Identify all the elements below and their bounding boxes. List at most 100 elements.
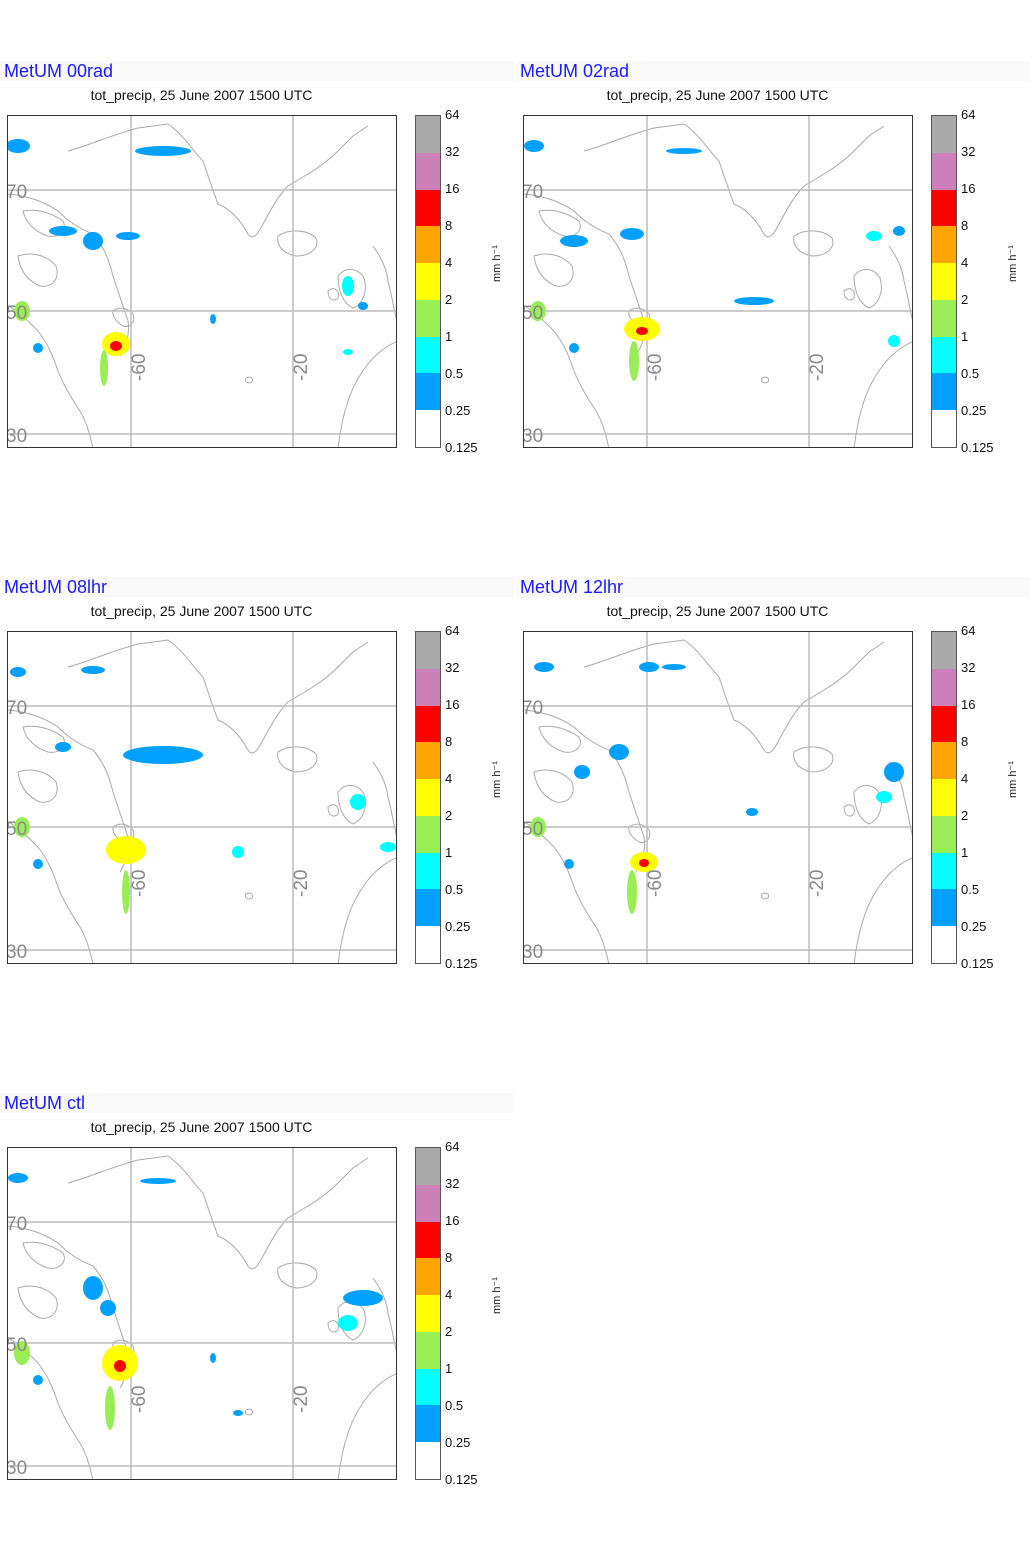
precip-field <box>530 662 904 914</box>
colorbar-segment <box>416 1442 440 1480</box>
europe-coastline <box>372 1277 396 1353</box>
precip-blob <box>8 139 30 153</box>
precip-blob <box>888 335 900 347</box>
colorbar-label: 16 <box>445 181 460 196</box>
panel-header: MetUM 08lhr <box>0 577 514 597</box>
precip-map: 70 50 30 -60 -20 <box>7 1147 397 1480</box>
precip-blob <box>116 232 140 240</box>
lat-label-70: 70 <box>8 182 27 203</box>
precip-blob <box>10 667 26 677</box>
precip-blob <box>524 140 544 152</box>
panel-subtitle: tot_precip, 25 June 2007 1500 UTC <box>90 87 313 103</box>
lat-label-50: 50 <box>524 303 543 324</box>
map-svg: 70 50 30 -60 -20 <box>8 116 396 447</box>
british-isles-coastline <box>327 785 366 825</box>
colorbar-label: 0.25 <box>961 403 987 418</box>
precip-blob <box>233 1410 243 1416</box>
colorbar-segment <box>932 632 956 669</box>
hudson-coastline <box>17 253 58 287</box>
iberia-africa-coastline <box>853 341 912 447</box>
lon-label-minus20: -20 <box>807 870 828 897</box>
greenland-coastline <box>67 123 369 238</box>
precip-blob <box>114 1360 126 1372</box>
north-america-coastline <box>524 305 610 447</box>
colorbar-label: 0.125 <box>961 956 994 971</box>
precip-blob <box>734 297 774 305</box>
precip-blob <box>14 301 30 321</box>
precip-field <box>8 139 368 386</box>
baffin-coastline <box>538 209 581 237</box>
colorbar-segment <box>416 410 440 448</box>
colorbar-label: 8 <box>445 734 453 749</box>
lat-label-50: 50 <box>8 303 27 324</box>
azores-coastline <box>245 892 253 900</box>
precip-blob <box>666 148 702 154</box>
precip-blob <box>358 302 368 310</box>
colorbar-segment <box>932 668 956 706</box>
colorbar-label: 0.25 <box>445 403 471 418</box>
lat-label-70: 70 <box>8 1214 27 1235</box>
model-panel-1: MetUM 00rad tot_precip, 25 June 2007 150… <box>0 0 516 516</box>
lon-label-minus60: -60 <box>129 870 150 897</box>
lon-label-minus20: -20 <box>291 1386 312 1413</box>
colorbar-segment <box>416 742 440 780</box>
colorbar-label: 64 <box>961 623 976 638</box>
lon-label-minus60: -60 <box>645 354 666 381</box>
colorbar-segment <box>416 852 440 890</box>
colorbar-segment <box>416 705 440 743</box>
coastlines <box>524 123 912 447</box>
precip-blob <box>342 276 354 296</box>
precip-blob <box>639 662 659 672</box>
model-panel-5: MetUM ctl tot_precip, 25 June 2007 1500 … <box>0 1032 516 1548</box>
lon-label-minus20: -20 <box>291 354 312 381</box>
colorbar-segment <box>416 336 440 374</box>
colorbar-segment <box>932 116 956 153</box>
panel-title: MetUM 02rad <box>520 61 630 81</box>
precip-blob <box>564 859 574 869</box>
colorbar-segment <box>416 1295 440 1332</box>
british-isles-coastline <box>327 269 366 309</box>
colorbar-segment <box>416 189 440 227</box>
coastlines <box>8 1155 396 1479</box>
colorbar-segment <box>416 1184 440 1222</box>
precip-blob <box>343 349 353 355</box>
grid-labels: 70 50 30 -60 -20 <box>8 1214 312 1479</box>
precip-blob <box>620 228 644 240</box>
precip-blob <box>122 870 130 914</box>
precip-field <box>10 666 396 914</box>
grid-labels: 70 50 30 -60 -20 <box>8 182 312 447</box>
colorbar-label: 2 <box>961 292 969 307</box>
iberia-africa-coastline <box>337 857 396 963</box>
colorbar-label: 0.125 <box>445 956 478 971</box>
lat-label-70: 70 <box>524 698 543 719</box>
panel-header: MetUM 12lhr <box>516 577 1030 597</box>
map-svg: 70 50 30 -60 -20 <box>524 632 912 963</box>
colorbar-segment <box>932 152 956 190</box>
colorbar-label: 4 <box>961 255 969 270</box>
panel-title: MetUM ctl <box>4 1093 85 1113</box>
lon-label-minus20: -20 <box>291 870 312 897</box>
lon-label-minus20: -20 <box>807 354 828 381</box>
precip-blob <box>866 231 882 241</box>
colorbar-label: 0.25 <box>445 1435 471 1450</box>
hudson-coastline <box>533 253 574 287</box>
precip-blob <box>380 842 396 852</box>
precip-blob <box>534 662 554 672</box>
colorbar-label: 0.25 <box>961 919 987 934</box>
north-america-coastline <box>8 821 94 963</box>
colorbar-unit: mm h⁻¹ <box>1007 761 1019 798</box>
colorbar-label: 64 <box>445 1139 460 1154</box>
colorbar-segment <box>416 1258 440 1296</box>
colorbar-label: 0.25 <box>445 919 471 934</box>
lat-label-30: 30 <box>8 942 27 963</box>
precip-blob <box>343 1290 383 1306</box>
precip-blob <box>876 791 892 803</box>
precip-blob <box>530 301 546 321</box>
colorbar-label: 2 <box>961 808 969 823</box>
precip-blob <box>55 742 71 752</box>
azores-coastline <box>245 1408 253 1416</box>
lon-label-minus60: -60 <box>129 1386 150 1413</box>
map-svg: 70 50 30 -60 -20 <box>8 632 396 963</box>
precip-blob <box>33 1375 43 1385</box>
gridlines <box>524 116 912 447</box>
